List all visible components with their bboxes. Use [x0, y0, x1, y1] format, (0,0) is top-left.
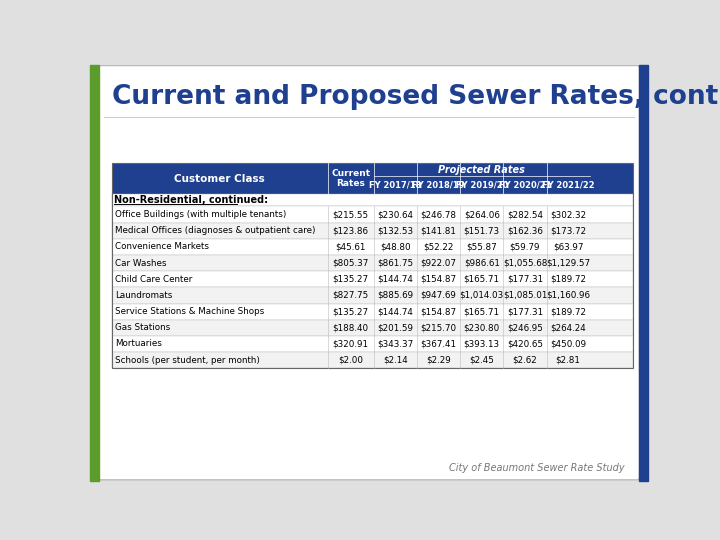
Text: $215.70: $215.70 — [420, 323, 456, 332]
Text: $177.31: $177.31 — [507, 307, 543, 316]
Bar — [112, 239, 632, 255]
Text: $264.06: $264.06 — [464, 210, 500, 219]
Text: FY 2018/19: FY 2018/19 — [413, 181, 464, 190]
Text: $48.80: $48.80 — [380, 242, 410, 252]
Text: $2.62: $2.62 — [513, 356, 537, 364]
Text: FY 2020/21: FY 2020/21 — [499, 181, 552, 190]
Text: $230.64: $230.64 — [377, 210, 413, 219]
Bar — [112, 303, 632, 320]
Text: $450.09: $450.09 — [550, 340, 586, 348]
Text: City of Beaumont Sewer Rate Study: City of Beaumont Sewer Rate Study — [449, 463, 625, 473]
Text: Mortuaries: Mortuaries — [114, 340, 162, 348]
Text: $282.54: $282.54 — [507, 210, 543, 219]
Text: Non-Residential, continued:: Non-Residential, continued: — [114, 195, 268, 205]
Text: $189.72: $189.72 — [550, 275, 586, 284]
Bar — [112, 255, 632, 271]
Text: $154.87: $154.87 — [420, 275, 456, 284]
Text: $1,085.01: $1,085.01 — [503, 291, 547, 300]
Bar — [112, 164, 632, 194]
Text: $264.24: $264.24 — [550, 323, 586, 332]
Text: Gas Stations: Gas Stations — [114, 323, 170, 332]
Text: $2.00: $2.00 — [338, 356, 364, 364]
Text: $188.40: $188.40 — [333, 323, 369, 332]
Text: $55.87: $55.87 — [467, 242, 497, 252]
Text: $144.74: $144.74 — [377, 307, 413, 316]
Bar — [112, 164, 632, 368]
Text: $141.81: $141.81 — [420, 226, 456, 235]
Text: $201.59: $201.59 — [377, 323, 413, 332]
Bar — [112, 287, 632, 303]
Text: $420.65: $420.65 — [507, 340, 543, 348]
Text: $2.45: $2.45 — [469, 356, 494, 364]
Text: Current
Rates: Current Rates — [331, 169, 370, 188]
Text: $132.53: $132.53 — [377, 226, 413, 235]
Text: $59.79: $59.79 — [510, 242, 540, 252]
Text: $1,014.03: $1,014.03 — [459, 291, 504, 300]
Text: $45.61: $45.61 — [336, 242, 366, 252]
Bar — [90, 65, 99, 481]
Text: $805.37: $805.37 — [333, 259, 369, 268]
Text: $230.80: $230.80 — [464, 323, 500, 332]
Text: Current and Proposed Sewer Rates, cont.: Current and Proposed Sewer Rates, cont. — [112, 84, 720, 110]
Text: $320.91: $320.91 — [333, 340, 369, 348]
Text: $1,160.96: $1,160.96 — [546, 291, 590, 300]
Text: $63.97: $63.97 — [553, 242, 583, 252]
Text: $986.61: $986.61 — [464, 259, 500, 268]
Bar — [112, 271, 632, 287]
Text: FY 2017/18: FY 2017/18 — [369, 181, 421, 190]
Text: $1,055.68: $1,055.68 — [503, 259, 547, 268]
Bar — [112, 320, 632, 336]
Text: FY 2021/22: FY 2021/22 — [542, 181, 595, 190]
Text: Medical Offices (diagnoses & outpatient care): Medical Offices (diagnoses & outpatient … — [114, 226, 315, 235]
Text: $302.32: $302.32 — [550, 210, 586, 219]
Text: $2.29: $2.29 — [426, 356, 451, 364]
Text: $861.75: $861.75 — [377, 259, 413, 268]
Text: $123.86: $123.86 — [333, 226, 369, 235]
Text: $154.87: $154.87 — [420, 307, 456, 316]
Text: $189.72: $189.72 — [550, 307, 586, 316]
Text: $215.55: $215.55 — [333, 210, 369, 219]
Text: Office Buildings (with multiple tenants): Office Buildings (with multiple tenants) — [114, 210, 286, 219]
Text: $246.78: $246.78 — [420, 210, 456, 219]
Text: Schools (per student, per month): Schools (per student, per month) — [114, 356, 260, 364]
Text: $135.27: $135.27 — [333, 275, 369, 284]
Text: $922.07: $922.07 — [420, 259, 456, 268]
Text: $151.73: $151.73 — [464, 226, 500, 235]
Text: $52.22: $52.22 — [423, 242, 454, 252]
Text: $393.13: $393.13 — [464, 340, 500, 348]
Text: $827.75: $827.75 — [333, 291, 369, 300]
Text: $162.36: $162.36 — [507, 226, 543, 235]
Bar — [112, 336, 632, 352]
Text: $246.95: $246.95 — [507, 323, 543, 332]
Text: Customer Class: Customer Class — [174, 174, 265, 184]
Text: $885.69: $885.69 — [377, 291, 413, 300]
Text: $165.71: $165.71 — [464, 307, 500, 316]
Text: Laundromats: Laundromats — [114, 291, 172, 300]
FancyBboxPatch shape — [99, 65, 639, 480]
Text: $165.71: $165.71 — [464, 275, 500, 284]
Text: $177.31: $177.31 — [507, 275, 543, 284]
Bar — [112, 194, 632, 206]
Text: $173.72: $173.72 — [550, 226, 586, 235]
Bar — [112, 352, 632, 368]
Text: $1,129.57: $1,129.57 — [546, 259, 590, 268]
Bar — [112, 206, 632, 222]
Text: $367.41: $367.41 — [420, 340, 456, 348]
Text: Convenience Markets: Convenience Markets — [114, 242, 209, 252]
Text: $2.14: $2.14 — [383, 356, 408, 364]
Text: $2.81: $2.81 — [556, 356, 580, 364]
Bar — [112, 222, 632, 239]
Bar — [639, 65, 648, 481]
Text: Projected Rates: Projected Rates — [438, 165, 525, 175]
Text: $947.69: $947.69 — [420, 291, 456, 300]
Text: Car Washes: Car Washes — [114, 259, 166, 268]
Text: $144.74: $144.74 — [377, 275, 413, 284]
Text: FY 2019/20: FY 2019/20 — [456, 181, 508, 190]
Text: $135.27: $135.27 — [333, 307, 369, 316]
Text: Service Stations & Machine Shops: Service Stations & Machine Shops — [114, 307, 264, 316]
Text: Child Care Center: Child Care Center — [114, 275, 192, 284]
Text: $343.37: $343.37 — [377, 340, 413, 348]
